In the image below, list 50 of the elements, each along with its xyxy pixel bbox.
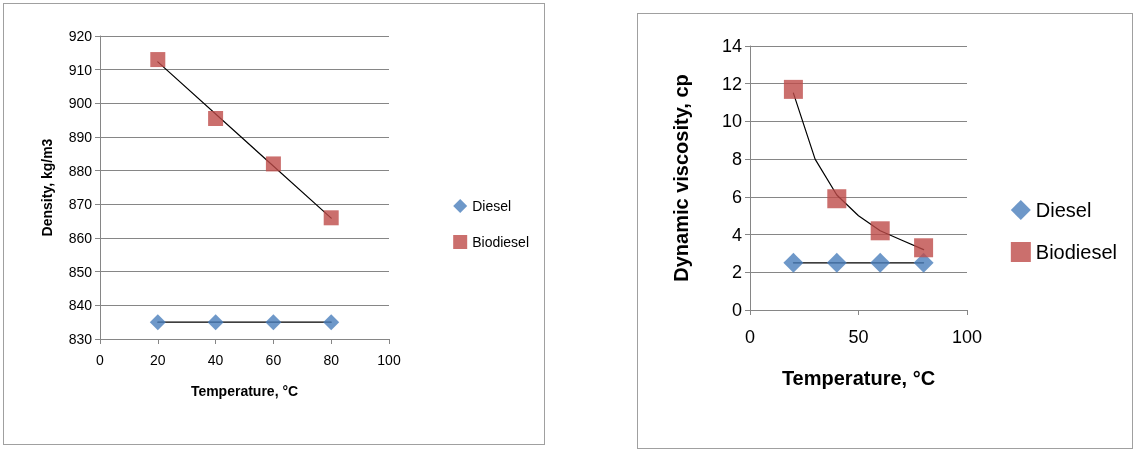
legend-label: Biodiesel xyxy=(472,234,530,250)
y-axis-title: Dynamic viscosity, cp xyxy=(669,74,692,282)
point xyxy=(150,52,166,68)
y-tick-label: 890 xyxy=(68,129,93,145)
y-tick-label: 880 xyxy=(68,162,93,179)
point xyxy=(323,210,339,226)
point xyxy=(914,238,934,258)
x-tick-label: 20 xyxy=(150,352,166,368)
legend-label: Diesel xyxy=(472,198,512,214)
y-tick-label: 8 xyxy=(731,149,742,170)
x-tick-label: 0 xyxy=(96,352,105,368)
y-tick-label: 920 xyxy=(68,28,93,44)
point xyxy=(870,221,890,241)
y-tick-label: 870 xyxy=(68,196,93,213)
x-tick-label: 100 xyxy=(951,327,983,347)
point xyxy=(783,252,804,273)
x-tick-label: 50 xyxy=(848,327,869,347)
point xyxy=(265,156,281,172)
x-tick-label: 60 xyxy=(265,352,282,368)
y-tick-label: 12 xyxy=(721,73,742,94)
y-tick-label: 830 xyxy=(68,331,93,347)
point xyxy=(265,314,282,331)
point xyxy=(870,252,891,273)
y-tick-label: 0 xyxy=(731,300,742,320)
y-tick-label: 910 xyxy=(68,61,93,78)
point xyxy=(149,314,166,331)
y-tick-label: 860 xyxy=(68,230,93,246)
y-tick-label: 900 xyxy=(68,95,93,112)
legend-label: Diesel xyxy=(1035,199,1092,221)
y-tick-label: 2 xyxy=(731,262,742,283)
x-tick-label: 100 xyxy=(377,352,401,368)
x-tick-label: 0 xyxy=(744,327,756,347)
x-axis-title: Temperature, °C xyxy=(190,382,299,399)
point xyxy=(208,110,224,126)
y-tick-label: 14 xyxy=(721,36,742,56)
y-axis-title: Density, kg/m3 xyxy=(38,138,55,237)
y-tick-label: 840 xyxy=(68,297,93,314)
x-tick-label: 40 xyxy=(207,352,224,368)
y-tick-label: 4 xyxy=(731,224,742,245)
x-tick-label: 80 xyxy=(323,352,340,368)
point xyxy=(826,252,847,273)
point xyxy=(783,79,803,99)
y-tick-label: 850 xyxy=(68,263,93,280)
y-tick-label: 6 xyxy=(731,186,742,207)
point xyxy=(323,314,340,331)
y-tick-label: 10 xyxy=(721,111,742,132)
x-axis-title: Temperature, °C xyxy=(781,366,936,389)
legend-label: Biodiesel xyxy=(1035,241,1118,263)
point xyxy=(207,314,224,331)
point xyxy=(827,189,847,209)
